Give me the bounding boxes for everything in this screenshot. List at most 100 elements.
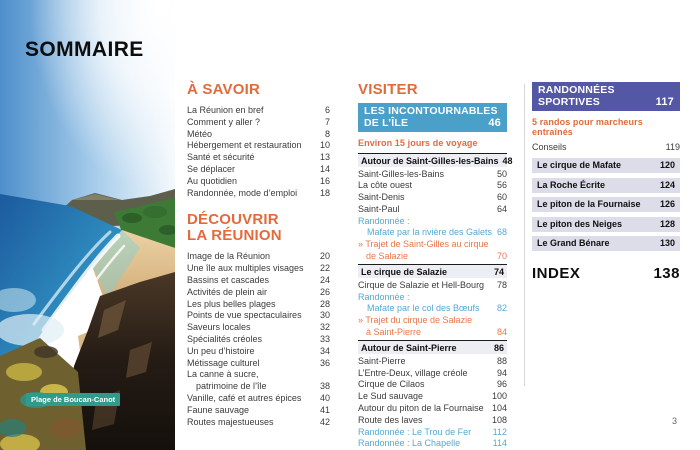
toc-item-page: 10	[319, 140, 330, 151]
toc-item-label: Le cirque de Salazie	[361, 266, 448, 277]
toc-item[interactable]: » Trajet du cirque de Salazie	[358, 315, 507, 327]
toc-item[interactable]: Randonnée :	[358, 292, 507, 304]
toc-item-label: Conseils	[532, 142, 567, 152]
toc-item[interactable]: Le Grand Bénare 130	[532, 236, 680, 252]
toc-item[interactable]: Saveurs locales 32	[187, 322, 330, 334]
toc-item-label: Un peu d’histoire	[187, 345, 255, 356]
toc-item-label: Le piton des Neiges	[537, 218, 623, 229]
toc-item-page: 78	[496, 279, 507, 290]
toc-item[interactable]: Au quotidien 16	[187, 176, 330, 188]
toc-item-page: 14	[319, 163, 330, 174]
toc-item-page: 74	[493, 266, 504, 277]
toc-item-page: 64	[496, 203, 507, 214]
toc-item[interactable]: Routes majestueuses 42	[187, 417, 330, 429]
toc-item[interactable]: Comment y aller ? 7	[187, 117, 330, 129]
toc-item[interactable]: Activités de plein air 26	[187, 287, 330, 299]
toc-item-label: à Saint-Pierre	[366, 327, 422, 338]
toc-item[interactable]: Faune sauvage 41	[187, 405, 330, 417]
toc-item[interactable]: Une île aux multiples visages 22	[187, 263, 330, 275]
heading-visiter: VISITER	[358, 81, 418, 98]
toc-item[interactable]: de Salazie 70	[358, 251, 507, 263]
chapter-box-page: 117	[655, 95, 674, 108]
toc-item[interactable]: Le cirque de Mafate 120	[532, 158, 680, 174]
toc-item[interactable]: Hébergement et restauration 10	[187, 140, 330, 152]
chapter-box-incontournables[interactable]: LES INCONTOURNABLES DE L’ÎLE 46	[358, 103, 507, 132]
toc-item-page: 6	[324, 105, 330, 115]
toc-item-label: Cirque de Cilaos	[358, 379, 425, 390]
toc-item-label: La canne à sucre,	[187, 369, 259, 380]
toc-item-label: La Réunion en bref	[187, 105, 264, 115]
toc-item[interactable]: La côte ouest 56	[358, 180, 507, 192]
toc-item-page: 40	[319, 392, 330, 403]
toc-item[interactable]: Mafate par le col des Bœufs 82	[358, 303, 507, 315]
toc-item[interactable]: Bassins et cascades 24	[187, 275, 330, 287]
toc-item[interactable]: Autour de Saint-Gilles-les-Bains 48	[358, 153, 513, 167]
chapter-box-page: 46	[488, 116, 501, 129]
index-label: INDEX	[532, 265, 581, 283]
toc-item[interactable]: Autour de Saint-Pierre 86	[358, 340, 507, 355]
toc-item-label: L’Entre-Deux, village créole	[358, 367, 468, 378]
toc-item-label: Routes majestueuses	[187, 416, 274, 427]
column-a-savoir: À SAVOIR La Réunion en bref 6 Comment y al…	[187, 82, 330, 428]
toc-item[interactable]: Le Sud sauvage 100	[358, 391, 507, 403]
toc-item-page: 30	[319, 310, 330, 321]
toc-item[interactable]: Les plus belles plages 28	[187, 299, 330, 311]
toc-item[interactable]: Santé et sécurité 13	[187, 152, 330, 164]
toc-item[interactable]: Autour du piton de la Fournaise 104	[358, 403, 507, 415]
toc-item[interactable]: patrimoine de l’île 38	[187, 381, 330, 393]
toc-item-label: Le piton de la Fournaise	[537, 199, 641, 210]
toc-item[interactable]: Métissage culturel 36	[187, 358, 330, 370]
chapter-box-randonnees[interactable]: RANDONNÉES SPORTIVES 117	[532, 82, 680, 111]
toc-list-visiter: Autour de Saint-Gilles-les-Bains 48 Saint-…	[358, 153, 513, 450]
toc-item[interactable]: La Roche Écrite 124	[532, 177, 680, 193]
toc-item[interactable]: à Saint-Pierre 84	[358, 327, 507, 339]
toc-item-page: 108	[491, 414, 507, 425]
toc-item-label: La Roche Écrite	[537, 179, 606, 190]
toc-item[interactable]: La canne à sucre,	[187, 369, 330, 381]
toc-item-page: 82	[496, 303, 507, 314]
toc-item[interactable]: Saint-Paul 64	[358, 204, 507, 216]
toc-item[interactable]: Image de la Réunion 20	[187, 251, 330, 263]
toc-item[interactable]: Le piton de la Fournaise 126	[532, 197, 680, 213]
toc-item-page: 16	[319, 175, 330, 186]
toc-item-page: 22	[319, 263, 330, 274]
toc-item[interactable]: » Trajet de Saint-Gilles au cirque	[358, 239, 507, 251]
toc-item[interactable]: Météo 8	[187, 129, 330, 141]
toc-item[interactable]: Randonnée, mode d’emploi 18	[187, 188, 330, 200]
toc-item[interactable]: Cirque de Salazie et Hell-Bourg 78	[358, 280, 507, 292]
toc-item[interactable]: Randonnée : Le Trou de Fer 112	[358, 427, 507, 439]
toc-item[interactable]: Saint-Gilles-les-Bains 50	[358, 169, 507, 181]
toc-item[interactable]: Cirque de Cilaos 96	[358, 379, 507, 391]
toc-item-label: Randonnée :	[358, 215, 410, 226]
toc-item[interactable]: Randonnée :	[358, 216, 507, 228]
toc-item[interactable]: Saint-Denis 60	[358, 192, 507, 204]
toc-item-label: Activités de plein air	[187, 286, 268, 297]
toc-item-page: 94	[496, 367, 507, 378]
toc-item-label: Autour de Saint-Gilles-les-Bains	[361, 155, 499, 166]
toc-item[interactable]: Se déplacer 14	[187, 164, 330, 176]
toc-item[interactable]: L’Entre-Deux, village créole 94	[358, 368, 507, 380]
toc-item[interactable]: Route des laves 108	[358, 415, 507, 427]
toc-item[interactable]: Points de vue spectaculaires 30	[187, 310, 330, 322]
toc-item-label: Saint-Pierre	[358, 355, 406, 366]
toc-item-page: 112	[492, 426, 507, 437]
toc-item[interactable]: Vanille, café et autres épices 40	[187, 393, 330, 405]
toc-item[interactable]: Le cirque de Salazie 74	[358, 264, 507, 279]
toc-item[interactable]: La Réunion en bref 6	[187, 105, 330, 117]
toc-item[interactable]: Un peu d’histoire 34	[187, 346, 330, 358]
toc-item-label: Saveurs locales	[187, 322, 251, 333]
index-entry[interactable]: INDEX 138	[532, 265, 680, 282]
toc-item[interactable]: Conseils 119	[532, 142, 680, 154]
toc-item-label: Hébergement et restauration	[187, 140, 302, 151]
toc-item-page: 126	[659, 199, 675, 210]
toc-item-page: 26	[319, 286, 330, 297]
toc-item[interactable]: Spécialités créoles 33	[187, 334, 330, 346]
toc-item[interactable]: Saint-Pierre 88	[358, 356, 507, 368]
toc-item[interactable]: Mafate par la rivière des Galets 68	[358, 227, 507, 239]
toc-item[interactable]: Le piton des Neiges 128	[532, 216, 680, 232]
toc-item-page: 38	[319, 381, 330, 392]
heading-a-savoir: À SAVOIR	[187, 81, 260, 98]
toc-item[interactable]: Randonnée : La Chapelle 114	[358, 438, 507, 450]
toc-item-label: Randonnée :	[358, 291, 410, 302]
toc-item-page: 8	[324, 128, 330, 139]
